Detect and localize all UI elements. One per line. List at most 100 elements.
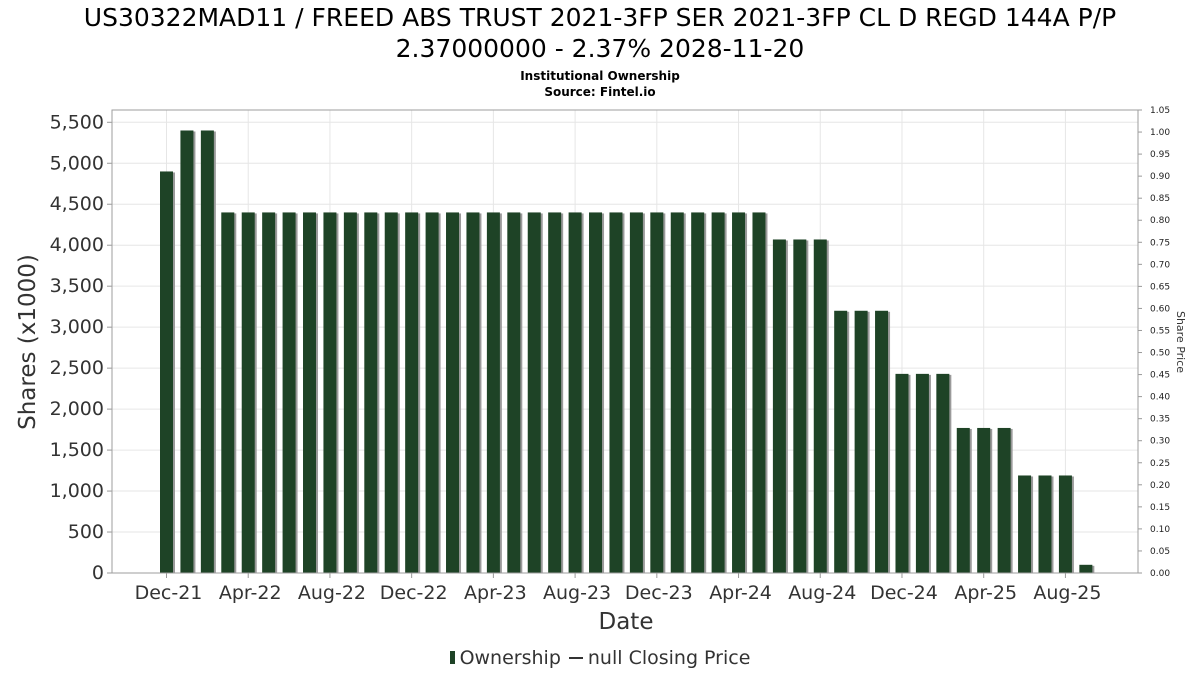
y2-tick-label: 0.55 [1150,326,1170,336]
y2-tick-label: 0.60 [1150,304,1170,314]
y2-tick-label: 0.10 [1150,525,1170,535]
x-tick-label: Aug-24 [788,582,856,604]
y2-tick-label: 0.95 [1150,150,1170,160]
ownership-bar [160,171,173,573]
x-tick-label: Apr-23 [464,582,527,604]
ownership-bar [772,239,786,573]
y-tick-label: 4,500 [50,193,104,215]
x-tick-label: Aug-22 [298,582,366,604]
ownership-bar [609,212,623,573]
ownership-bar [650,212,664,573]
y-tick-label: 5,500 [50,111,104,133]
y-tick-label: 1,000 [50,480,104,502]
y2-tick-label: 1.00 [1150,128,1170,138]
ownership-bar [527,212,541,573]
y2-tick-label: 0.70 [1150,260,1170,270]
y-axis-left: 0 500 1,000 1,500 2,000 2,500 3,000 3,500 4,000 4… [50,111,112,584]
ownership-bar [241,212,255,573]
y2-tick-label: 0.40 [1150,393,1170,403]
x-tick-label: Apr-22 [219,582,282,604]
x-tick-label: Aug-25 [1033,582,1101,604]
chart-legend: Ownership null Closing Price [0,646,1200,669]
ownership-bar [589,212,603,573]
y2-tick-label: 0.90 [1150,172,1170,182]
y-tick-label: 3,500 [50,275,104,297]
ownership-bar [936,373,950,573]
ownership-bar [1018,475,1032,573]
y2-tick-label: 0.35 [1150,415,1170,425]
y-axis-title: Shares (x1000) [15,254,41,430]
y2-tick-label: 0.25 [1150,459,1170,469]
x-tick-label: Dec-24 [870,582,938,604]
ownership-bar [323,212,337,573]
ownership-bar [711,212,725,573]
x-tick-label: Apr-24 [709,582,772,604]
ownership-bar [446,212,460,573]
y-tick-label: 2,000 [50,398,104,420]
ownership-bar [221,212,235,573]
x-axis-title: Date [599,609,654,635]
ownership-bar [180,130,194,573]
ownership-bar [364,212,378,573]
y-tick-label: 3,000 [50,316,104,338]
ownership-bar [405,212,419,573]
y2-tick-label: 1.05 [1150,106,1170,116]
ownership-bar [854,310,868,573]
y-tick-label: 2,500 [50,357,104,379]
ownership-bar [262,212,276,573]
ownership-bar [568,212,582,573]
plot-area-frame [111,109,1139,574]
chart-title-line-1: US30322MAD11 / FREED ABS TRUST 2021-3FP … [83,3,1117,32]
ownership-bar [895,373,909,573]
ownership-bar [200,130,214,573]
x-tick-label: Apr-25 [954,582,1017,604]
ownership-bar [813,239,827,573]
x-tick-label: Aug-23 [543,582,611,604]
chart-title-line-2: 2.37000000 - 2.37% 2028-11-20 [395,34,805,63]
y-tick-label: 5,000 [50,152,104,174]
y2-tick-label: 0.30 [1150,437,1170,447]
y2-tick-label: 0.20 [1150,481,1170,491]
ownership-bar [1079,564,1093,573]
ownership-bar [282,212,296,573]
ownership-bar [1058,475,1072,573]
price-legend-label: null Closing Price [587,646,751,669]
ownership-bar [977,427,991,573]
ownership-bar [466,212,480,573]
ownership-bar [1038,475,1052,573]
chart-source: Source: Fintel.io [544,85,656,99]
x-tick-label: Dec-21 [135,582,203,604]
ownership-bar [486,212,500,573]
y2-tick-label: 0.65 [1150,282,1170,292]
ownership-bar [425,212,439,573]
ownership-bar [752,212,766,573]
y2-tick-label: 0.05 [1150,547,1170,557]
bar-series [160,130,1095,573]
ownership-bar [915,373,929,573]
ownership-legend-label: Ownership [459,646,561,669]
y2-tick-label: 0.80 [1150,216,1170,226]
y-tick-label: 500 [68,521,104,543]
y-tick-label: 4,000 [50,234,104,256]
ownership-bar [793,239,807,573]
price-legend-line [568,656,583,659]
ownership-bar [629,212,643,573]
ownership-bar [997,427,1011,573]
y2-tick-label: 0.45 [1150,371,1170,381]
x-tick-label: Dec-22 [380,582,448,604]
y-tick-label: 0 [92,562,104,584]
y-tick-label: 1,500 [50,439,104,461]
ownership-bar [670,212,684,573]
ownership-bar [691,212,705,573]
ownership-legend-swatch [449,651,455,664]
ownership-bar [507,212,521,573]
y2-tick-label: 0.85 [1150,194,1170,204]
y2-tick-label: 0.15 [1150,503,1170,513]
ownership-bar [343,212,357,573]
y2-axis-title: Share Price [1174,311,1187,373]
ownership-bar [732,212,746,573]
ownership-bar [834,310,848,573]
y-axis-right: 0.00 0.05 0.10 0.15 0.20 0.25 0.30 0.35 0.40 0.45… [1138,106,1170,579]
y2-tick-label: 0.00 [1150,569,1170,579]
